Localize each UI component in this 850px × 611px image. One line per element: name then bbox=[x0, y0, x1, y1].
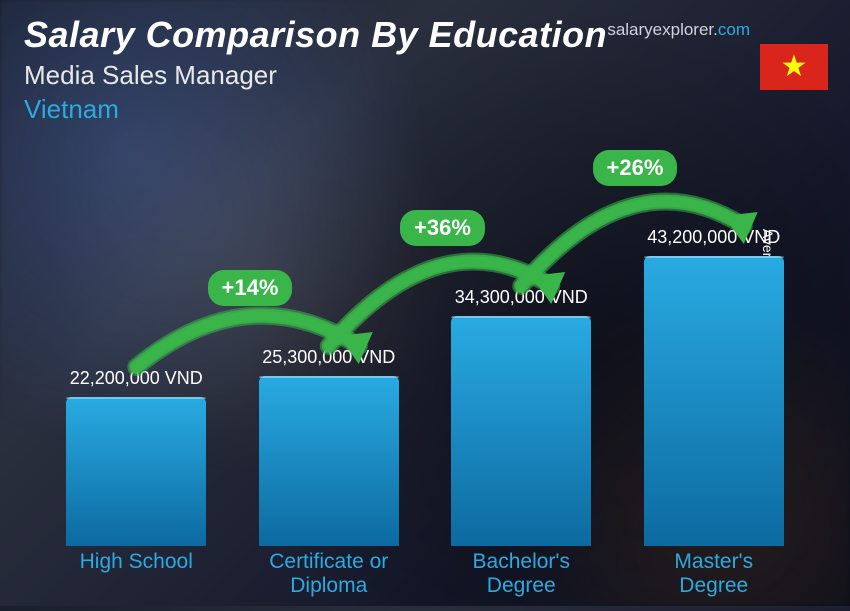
job-title: Media Sales Manager bbox=[24, 60, 277, 91]
bar-column: 43,200,000 VND bbox=[634, 227, 794, 546]
x-axis-label: High School bbox=[56, 550, 216, 598]
bar bbox=[66, 397, 206, 546]
brand-label: salaryexplorer.com bbox=[607, 20, 750, 40]
star-icon: ★ bbox=[781, 52, 808, 82]
x-axis-label: Master'sDegree bbox=[634, 550, 794, 598]
page-title: Salary Comparison By Education bbox=[24, 14, 607, 56]
chart-container: Salary Comparison By Education Media Sal… bbox=[0, 0, 850, 606]
x-axis-label: Certificate orDiploma bbox=[249, 550, 409, 598]
bar-column: 22,200,000 VND bbox=[56, 368, 216, 546]
bar bbox=[451, 316, 591, 546]
x-axis-labels: High School Certificate orDiploma Bachelor… bbox=[40, 550, 810, 598]
x-axis-label: Bachelor'sDegree bbox=[441, 550, 601, 598]
bar-chart: 22,200,000 VND 25,300,000 VND 34,300,000 V… bbox=[40, 146, 810, 546]
brand-prefix: salaryexplorer bbox=[607, 20, 713, 39]
bar bbox=[644, 256, 784, 546]
bar-value-label: 43,200,000 VND bbox=[647, 227, 780, 248]
bar-column: 34,300,000 VND bbox=[441, 287, 601, 546]
bar-value-label: 22,200,000 VND bbox=[70, 368, 203, 389]
country-label: Vietnam bbox=[24, 94, 119, 125]
brand-suffix: com bbox=[718, 20, 750, 39]
bar-column: 25,300,000 VND bbox=[249, 347, 409, 546]
bar-value-label: 25,300,000 VND bbox=[262, 347, 395, 368]
bar-value-label: 34,300,000 VND bbox=[455, 287, 588, 308]
flag-icon: ★ bbox=[760, 44, 828, 90]
bar bbox=[259, 376, 399, 546]
